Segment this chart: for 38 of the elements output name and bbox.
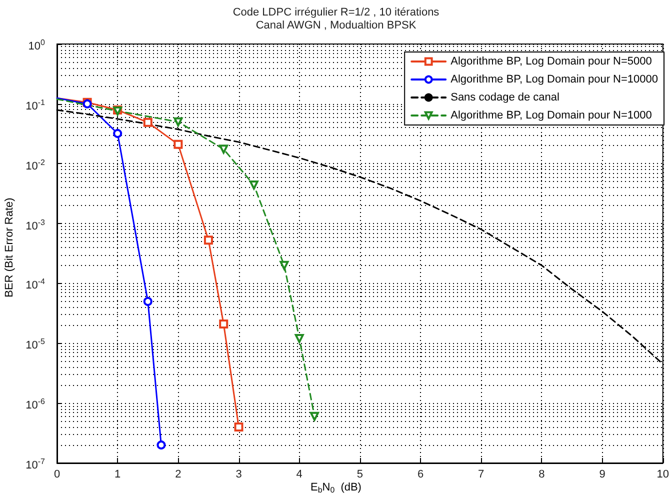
chart-subtitle: Canal AWGN , Modualtion BPSK (256, 20, 417, 32)
point (143, 296, 152, 306)
x-tick-label: 7 (478, 468, 484, 480)
y-tick-label: 10$^{-2}$ (26, 156, 45, 174)
x-tick-label: 1 (114, 468, 121, 480)
point (204, 236, 213, 245)
x-tick-label: 6 (417, 468, 424, 480)
point (156, 440, 166, 450)
legend-label: Algorithme BP, Log Domain pour N=1000 (450, 110, 652, 122)
point (113, 128, 122, 138)
point (174, 140, 183, 149)
point (219, 320, 228, 328)
y-tick-label: 10$^{-5}$ (26, 336, 45, 353)
x-tick-label: 4 (296, 468, 302, 480)
y-tick-label: 10$^{-1}$ (26, 96, 45, 114)
point (249, 180, 258, 190)
x-tick-label: 2 (175, 468, 182, 480)
point (310, 412, 319, 421)
point (234, 422, 244, 432)
legend-label: Algorithme BP, Log Domain pour N=10000 (450, 74, 658, 86)
x-tick-label: 0 (54, 468, 60, 480)
y-tick-label: 10$^{-6}$ (26, 396, 45, 413)
x-tick-label: 9 (599, 468, 606, 480)
y-tick-label: 10$^{-4}$ (26, 276, 45, 294)
y-axis-title: BER (Bit Error Rate) (4, 198, 16, 298)
x-tick-label: 3 (236, 468, 242, 480)
legend-label: Sans codage de canal (450, 92, 560, 104)
y-tick-label: 10$^{-3}$ (26, 216, 45, 234)
x-tick-label: 10 (656, 468, 670, 480)
y-tick-label: 10$^{0}$ (28, 37, 45, 54)
point (143, 118, 152, 127)
legend-label: Algorithme BP, Log Domain pour N=5000 (450, 56, 652, 68)
point (294, 334, 304, 344)
point (219, 144, 228, 154)
x-tick-label: 5 (356, 468, 364, 480)
chart-title: Code LDPC irrégulier R=1/2 , 10 itérations (232, 6, 440, 18)
y-tick-label: 10$^{-7}$ (26, 456, 45, 473)
x-tick-label: 8 (538, 468, 545, 480)
